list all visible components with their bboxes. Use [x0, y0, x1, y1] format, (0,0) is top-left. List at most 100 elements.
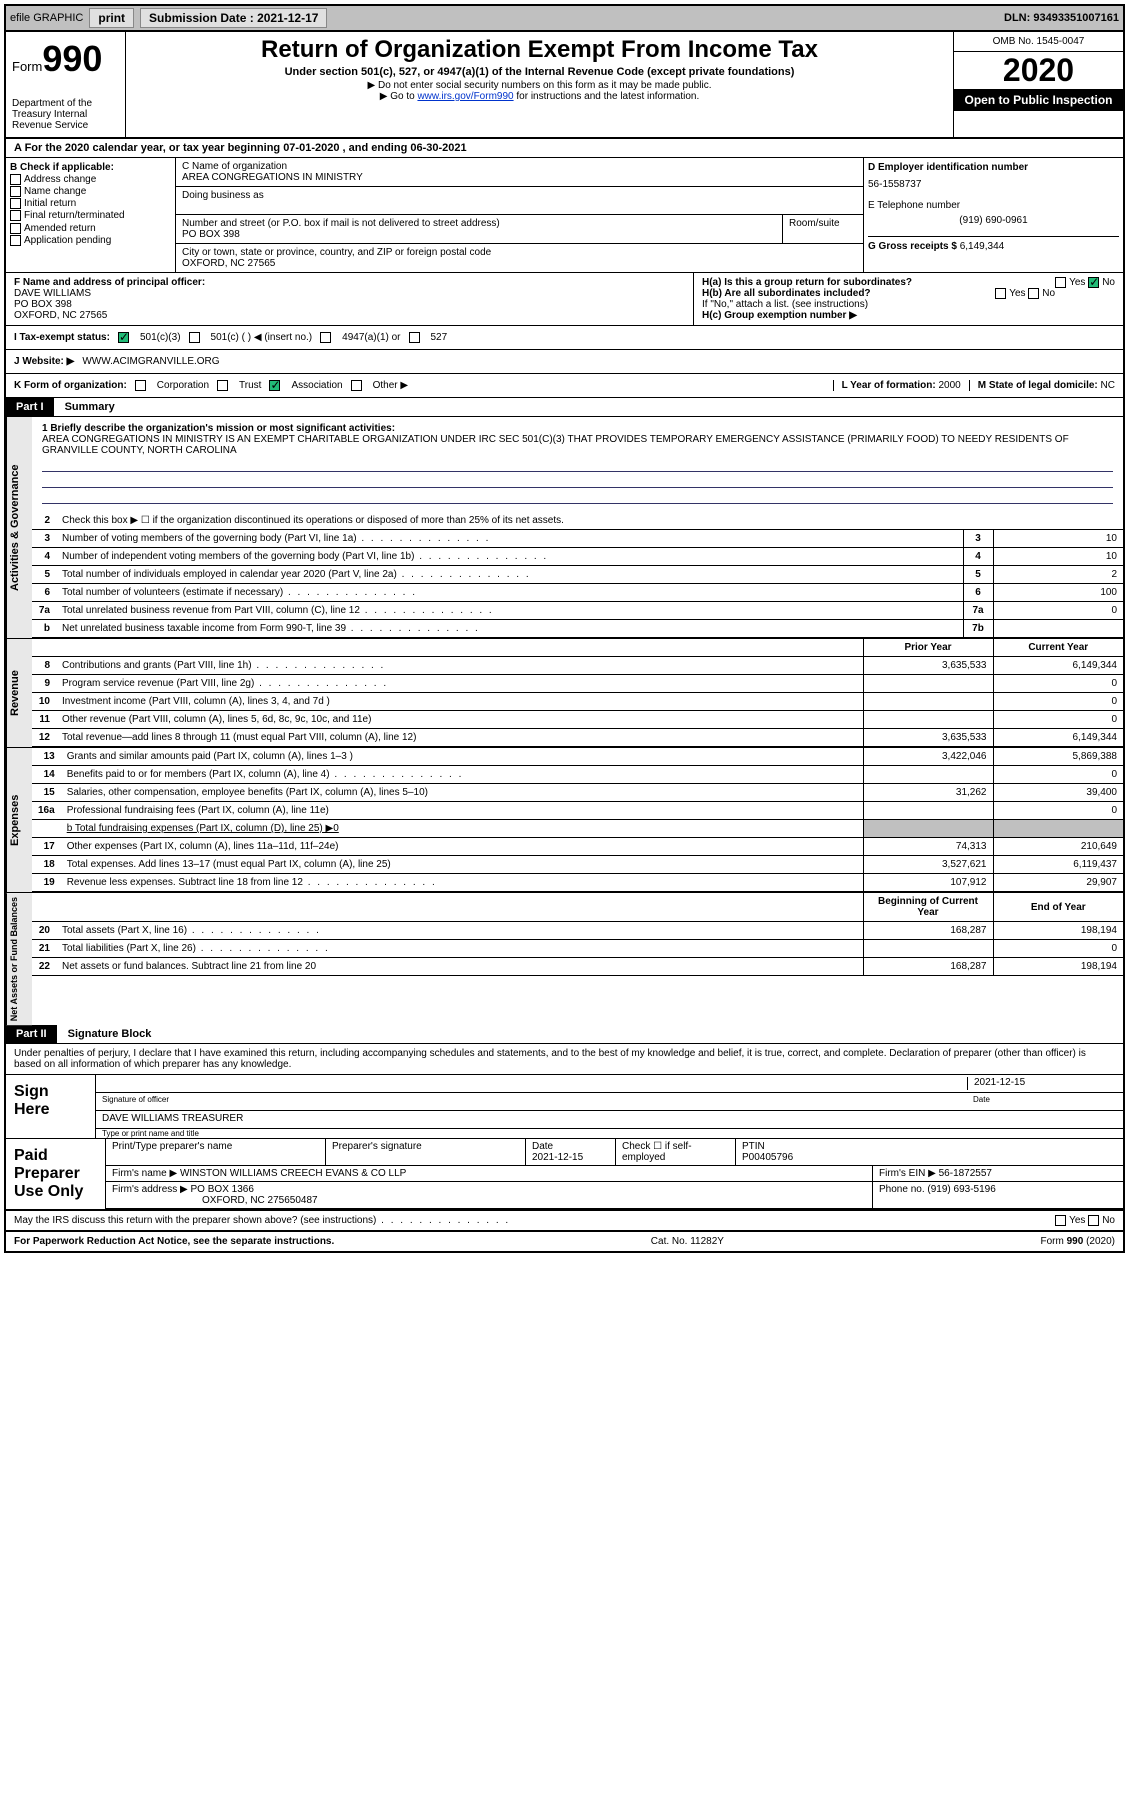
firm-name: WINSTON WILLIAMS CREECH EVANS & CO LLP — [180, 1168, 406, 1179]
pra-notice: For Paperwork Reduction Act Notice, see … — [14, 1236, 334, 1247]
b-label: B Check if applicable: — [10, 162, 171, 173]
line12-current: 6,149,344 — [993, 729, 1123, 747]
form-number: Form990 — [12, 38, 119, 80]
check-name[interactable]: Name change — [10, 186, 171, 197]
ptin-val: P00405796 — [742, 1152, 793, 1163]
form-title: Return of Organization Exempt From Incom… — [134, 36, 945, 64]
row-a: A For the 2020 calendar year, or tax yea… — [6, 139, 1123, 158]
check-initial[interactable]: Initial return — [10, 198, 171, 209]
ssn-note: ▶ Do not enter social security numbers o… — [134, 80, 945, 91]
line6-val: 100 — [993, 584, 1123, 602]
governance-section: Activities & Governance 1 Briefly descri… — [6, 417, 1123, 638]
k-row: K Form of organization: Corporation Trus… — [6, 374, 1123, 398]
officer-sig-name: DAVE WILLIAMS TREASURER — [102, 1113, 243, 1126]
city-label: City or town, state or province, country… — [182, 247, 857, 258]
hb-row: H(b) Are all subordinates included? Yes … — [702, 288, 1115, 299]
discuss-no[interactable] — [1088, 1215, 1099, 1226]
paid-preparer-label: Paid Preparer Use Only — [6, 1139, 106, 1209]
website-val: WWW.ACIMGRANVILLE.ORG — [82, 356, 219, 367]
e-label: E Telephone number — [868, 200, 1119, 211]
line5-val: 2 — [993, 566, 1123, 584]
ein-val: 56-1558737 — [868, 179, 1119, 190]
efile-label: efile GRAPHIC — [10, 12, 83, 24]
line3-val: 10 — [993, 530, 1123, 548]
check-other[interactable] — [351, 380, 362, 391]
gross-receipts: 6,149,344 — [960, 241, 1005, 252]
tax-year: 2020 — [954, 52, 1123, 89]
mission-text: AREA CONGREGATIONS IN MINISTRY IS AN EXE… — [42, 434, 1069, 456]
form-header: Form990 Department of the Treasury Inter… — [6, 32, 1123, 139]
omb-number: OMB No. 1545-0047 — [954, 32, 1123, 52]
inspection-badge: Open to Public Inspection — [954, 89, 1123, 111]
i-row: I Tax-exempt status: 501(c)(3) 501(c) ( … — [6, 326, 1123, 350]
form-subtitle: Under section 501(c), 527, or 4947(a)(1)… — [134, 66, 945, 78]
check-amended[interactable]: Amended return — [10, 223, 171, 234]
check-address[interactable]: Address change — [10, 174, 171, 185]
c-label: C Name of organization — [182, 161, 857, 172]
rev-tab: Revenue — [6, 639, 32, 747]
form-ref: Form 990 (2020) — [1041, 1236, 1116, 1247]
mission-label: 1 Briefly describe the organization's mi… — [42, 423, 395, 434]
g-label: G Gross receipts $ — [868, 241, 957, 252]
prep-date: 2021-12-15 — [532, 1152, 583, 1163]
check-527[interactable] — [409, 332, 420, 343]
hc-row: H(c) Group exemption number ▶ — [702, 310, 1115, 321]
identification-block: B Check if applicable: Address change Na… — [6, 158, 1123, 273]
revenue-section: Revenue Prior YearCurrent Year 8Contribu… — [6, 638, 1123, 747]
org-name: AREA CONGREGATIONS IN MINISTRY — [182, 172, 857, 183]
street-label: Number and street (or P.O. box if mail i… — [182, 218, 776, 229]
year-formation: 2000 — [938, 380, 960, 391]
fg-row: F Name and address of principal officer:… — [6, 273, 1123, 326]
sign-here-label: Sign Here — [6, 1075, 96, 1138]
exp-tab: Expenses — [6, 748, 32, 892]
submission-date-field: Submission Date : 2021-12-17 — [140, 8, 327, 28]
gov-tab: Activities & Governance — [6, 417, 32, 638]
officer-addr1: PO BOX 398 — [14, 299, 72, 310]
expenses-section: Expenses 13Grants and similar amounts pa… — [6, 747, 1123, 892]
part2-header: Part II Signature Block — [6, 1025, 1123, 1044]
topbar: efile GRAPHIC print Submission Date : 20… — [6, 6, 1123, 32]
domicile-state: NC — [1101, 380, 1115, 391]
line7a-val: 0 — [993, 602, 1123, 620]
officer-addr2: OXFORD, NC 27565 — [14, 310, 107, 321]
check-trust[interactable] — [217, 380, 228, 391]
firm-ein: 56-1872557 — [939, 1168, 992, 1179]
irs-link[interactable]: www.irs.gov/Form990 — [417, 91, 513, 102]
page-footer: For Paperwork Reduction Act Notice, see … — [6, 1232, 1123, 1251]
cat-no: Cat. No. 11282Y — [651, 1236, 724, 1247]
check-assoc[interactable] — [269, 380, 280, 391]
dba-label: Doing business as — [182, 190, 857, 201]
discuss-row: May the IRS discuss this return with the… — [6, 1211, 1123, 1232]
firm-addr: PO BOX 1366 — [191, 1184, 254, 1195]
check-501c3[interactable] — [118, 332, 129, 343]
line8-current: 6,149,344 — [993, 657, 1123, 675]
check-501c[interactable] — [189, 332, 200, 343]
check-pending[interactable]: Application pending — [10, 235, 171, 246]
goto-note: ▶ Go to www.irs.gov/Form990 for instruct… — [134, 91, 945, 102]
signature-block: Under penalties of perjury, I declare th… — [6, 1044, 1123, 1232]
line7b-val — [993, 620, 1123, 638]
check-4947[interactable] — [320, 332, 331, 343]
netassets-section: Net Assets or Fund Balances Beginning of… — [6, 892, 1123, 1025]
officer-name: DAVE WILLIAMS — [14, 288, 91, 299]
sig-date: 2021-12-15 — [967, 1077, 1117, 1090]
net-tab: Net Assets or Fund Balances — [6, 893, 32, 1025]
check-final[interactable]: Final return/terminated — [10, 210, 171, 221]
print-button[interactable]: print — [89, 8, 134, 28]
dln: DLN: 93493351007161 — [1004, 12, 1119, 24]
room-label: Room/suite — [783, 215, 863, 243]
ha-row: H(a) Is this a group return for subordin… — [702, 277, 1115, 288]
line2: Check this box ▶ ☐ if the organization d… — [56, 512, 1123, 530]
check-corp[interactable] — [135, 380, 146, 391]
f-label: F Name and address of principal officer: — [14, 277, 205, 288]
firm-phone: (919) 693-5196 — [927, 1184, 995, 1195]
perjury-text: Under penalties of perjury, I declare th… — [6, 1044, 1123, 1075]
part1-header: Part I Summary — [6, 398, 1123, 417]
street-val: PO BOX 398 — [182, 229, 776, 240]
d-label: D Employer identification number — [868, 162, 1119, 173]
discuss-yes[interactable] — [1055, 1215, 1066, 1226]
phone-val: (919) 690-0961 — [868, 215, 1119, 226]
hb-note: If "No," attach a list. (see instruction… — [702, 299, 1115, 310]
dept-label: Department of the Treasury Internal Reve… — [12, 98, 119, 131]
j-row: J Website: ▶ WWW.ACIMGRANVILLE.ORG — [6, 350, 1123, 374]
